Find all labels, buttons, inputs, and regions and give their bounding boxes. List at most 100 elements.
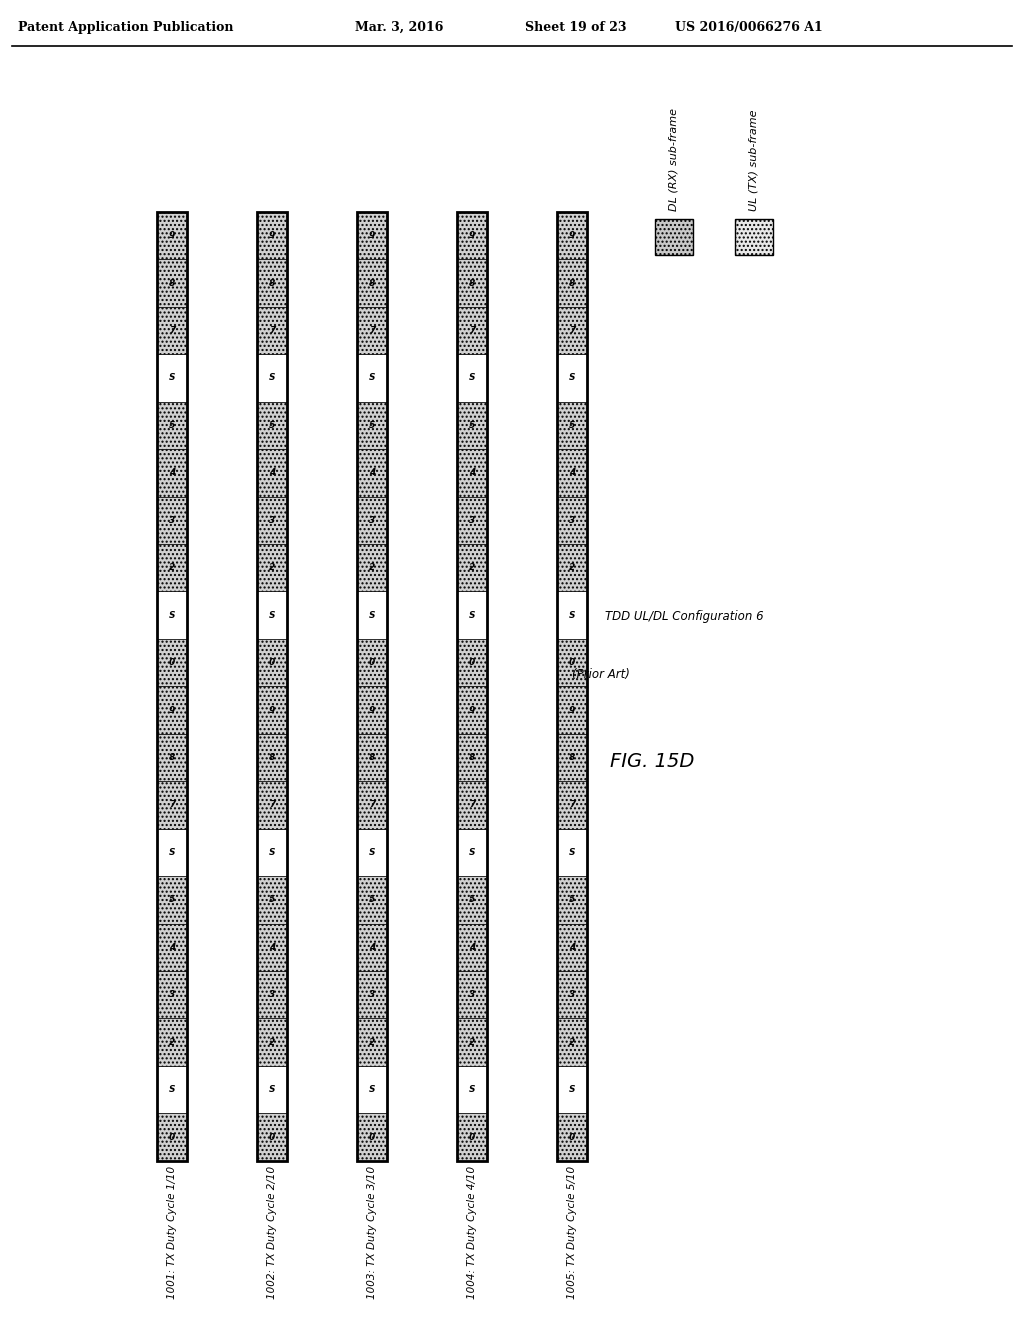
Bar xyxy=(557,213,587,1160)
Bar xyxy=(357,734,387,781)
Text: S: S xyxy=(268,1085,275,1094)
Bar xyxy=(157,449,187,496)
Bar xyxy=(735,219,773,255)
Text: 5: 5 xyxy=(269,421,275,430)
Bar xyxy=(157,1019,187,1067)
Text: 7: 7 xyxy=(569,800,575,809)
Bar xyxy=(457,686,487,734)
Bar xyxy=(357,1113,387,1160)
Bar xyxy=(257,449,287,496)
Bar xyxy=(457,1113,487,1160)
Text: 0: 0 xyxy=(269,659,275,667)
Text: S: S xyxy=(268,847,275,857)
Bar xyxy=(557,591,587,639)
Bar xyxy=(457,306,487,354)
Bar xyxy=(557,639,587,686)
Text: 7: 7 xyxy=(369,800,375,809)
Bar xyxy=(457,876,487,924)
Text: S: S xyxy=(169,847,175,857)
Text: 9: 9 xyxy=(469,706,475,714)
Text: 5: 5 xyxy=(169,895,175,904)
Text: 0: 0 xyxy=(369,1133,375,1142)
Bar xyxy=(557,306,587,354)
Text: 7: 7 xyxy=(469,326,475,335)
Text: 2: 2 xyxy=(269,564,275,573)
Text: S: S xyxy=(369,847,375,857)
Bar xyxy=(557,781,587,829)
Bar xyxy=(157,686,187,734)
Text: Sheet 19 of 23: Sheet 19 of 23 xyxy=(525,21,627,34)
Bar xyxy=(457,259,487,306)
Text: 4: 4 xyxy=(569,942,575,952)
Bar xyxy=(557,354,587,401)
Text: 3: 3 xyxy=(369,516,375,525)
Text: 4: 4 xyxy=(369,942,375,952)
Text: 8: 8 xyxy=(369,279,375,288)
Text: 4: 4 xyxy=(269,469,275,478)
Text: 9: 9 xyxy=(369,231,375,240)
Bar xyxy=(557,734,587,781)
Bar xyxy=(557,544,587,591)
Bar xyxy=(557,496,587,544)
Text: 7: 7 xyxy=(569,326,575,335)
Text: 2: 2 xyxy=(569,564,575,573)
Bar xyxy=(457,734,487,781)
Bar xyxy=(257,829,287,876)
Bar xyxy=(557,1113,587,1160)
Text: 3: 3 xyxy=(469,516,475,525)
Bar xyxy=(257,734,287,781)
Bar xyxy=(157,544,187,591)
Text: S: S xyxy=(268,611,275,619)
Bar xyxy=(157,401,187,449)
Bar xyxy=(357,306,387,354)
Text: 4: 4 xyxy=(569,469,575,478)
Text: Mar. 3, 2016: Mar. 3, 2016 xyxy=(355,21,443,34)
Bar xyxy=(157,496,187,544)
Text: 0: 0 xyxy=(469,1133,475,1142)
Bar xyxy=(257,213,287,1160)
Bar xyxy=(157,1067,187,1113)
Bar xyxy=(457,401,487,449)
Text: 0: 0 xyxy=(169,1133,175,1142)
Text: 0: 0 xyxy=(469,659,475,667)
Text: 7: 7 xyxy=(269,326,275,335)
Bar xyxy=(357,639,387,686)
Text: 1005: TX Duty Cycle 5/10: 1005: TX Duty Cycle 5/10 xyxy=(567,1166,577,1299)
Bar xyxy=(557,1019,587,1067)
Text: 4: 4 xyxy=(169,469,175,478)
Text: 3: 3 xyxy=(569,990,575,999)
Text: S: S xyxy=(169,1085,175,1094)
Text: 7: 7 xyxy=(269,800,275,809)
Text: S: S xyxy=(568,847,575,857)
Text: UL (TX) sub-frame: UL (TX) sub-frame xyxy=(749,110,759,211)
Bar xyxy=(257,781,287,829)
Text: 0: 0 xyxy=(569,1133,575,1142)
Bar xyxy=(157,972,187,1019)
Text: 0: 0 xyxy=(169,659,175,667)
Bar xyxy=(357,401,387,449)
Bar xyxy=(357,876,387,924)
Bar xyxy=(357,924,387,972)
Text: 1001: TX Duty Cycle 1/10: 1001: TX Duty Cycle 1/10 xyxy=(167,1166,177,1299)
Bar xyxy=(157,259,187,306)
Text: 2: 2 xyxy=(269,1038,275,1047)
Text: 2: 2 xyxy=(169,1038,175,1047)
Text: 3: 3 xyxy=(169,990,175,999)
Text: S: S xyxy=(469,374,475,383)
Bar xyxy=(157,639,187,686)
Bar xyxy=(357,496,387,544)
Text: 5: 5 xyxy=(569,895,575,904)
Bar xyxy=(557,829,587,876)
Text: 8: 8 xyxy=(569,752,575,762)
Text: FIG. 15D: FIG. 15D xyxy=(610,751,694,771)
Text: 8: 8 xyxy=(469,279,475,288)
Bar xyxy=(557,401,587,449)
Text: 1004: TX Duty Cycle 4/10: 1004: TX Duty Cycle 4/10 xyxy=(467,1166,477,1299)
Text: 3: 3 xyxy=(569,516,575,525)
Bar xyxy=(257,972,287,1019)
Bar xyxy=(157,354,187,401)
Text: 2: 2 xyxy=(169,564,175,573)
Text: S: S xyxy=(469,847,475,857)
Text: 9: 9 xyxy=(469,231,475,240)
Text: 4: 4 xyxy=(269,942,275,952)
